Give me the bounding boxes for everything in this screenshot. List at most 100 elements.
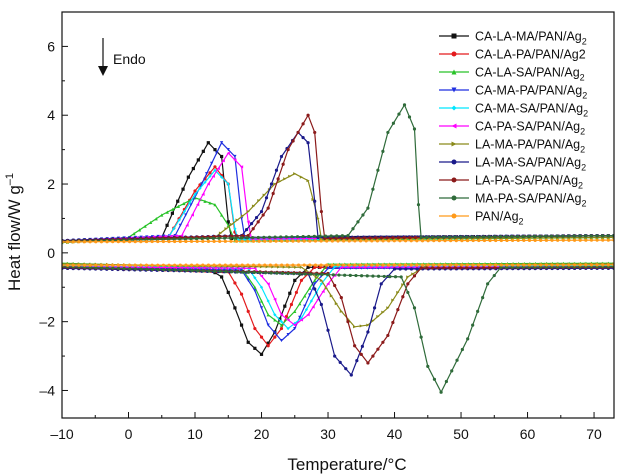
data-point <box>258 271 262 275</box>
data-point <box>208 201 212 205</box>
data-point <box>279 323 284 327</box>
data-point <box>224 266 229 270</box>
data-point <box>385 265 389 269</box>
data-point <box>261 213 265 217</box>
data-point <box>139 263 143 267</box>
data-point <box>246 270 251 274</box>
data-point <box>298 301 302 306</box>
data-point <box>184 213 188 217</box>
data-point <box>453 235 457 239</box>
data-point <box>556 238 560 242</box>
data-point <box>392 239 396 243</box>
data-point <box>116 263 120 267</box>
data-point <box>499 263 503 267</box>
data-point <box>280 263 284 267</box>
data-point <box>177 218 181 222</box>
data-point <box>223 263 227 267</box>
data-point <box>437 263 441 267</box>
data-point <box>398 263 402 267</box>
data-point <box>246 239 250 243</box>
data-point <box>178 223 182 227</box>
data-point <box>406 275 410 279</box>
data-point <box>239 165 244 169</box>
data-point <box>251 263 256 267</box>
data-point <box>99 266 104 270</box>
legend-item: CA-LA-PA/PAN/Ag2 <box>439 48 586 62</box>
data-point <box>449 263 453 267</box>
data-point <box>94 266 98 270</box>
data-point <box>584 238 588 242</box>
data-point <box>66 240 70 244</box>
data-point <box>385 236 389 240</box>
data-point <box>357 236 361 240</box>
data-point <box>273 182 277 186</box>
data-point <box>464 235 469 239</box>
data-point <box>601 263 605 267</box>
legend-swatch-marker <box>451 123 457 129</box>
data-point <box>254 265 258 269</box>
data-point <box>94 263 98 267</box>
data-point <box>374 236 378 240</box>
data-point <box>333 283 337 288</box>
legend-item: PAN/Ag2 <box>439 210 524 227</box>
data-point <box>133 240 137 244</box>
data-point <box>296 239 301 243</box>
data-point <box>167 268 172 272</box>
legend-label-subscript: 2 <box>582 37 587 47</box>
data-point <box>498 235 503 239</box>
data-point <box>293 172 297 176</box>
legend-label-subscript: 2 <box>580 127 585 137</box>
data-point <box>105 240 109 244</box>
data-point <box>494 238 498 243</box>
data-point <box>516 263 520 267</box>
data-point <box>176 199 180 203</box>
data-point <box>368 236 372 240</box>
data-point <box>486 264 491 268</box>
data-point <box>453 266 457 270</box>
data-point <box>262 235 266 239</box>
data-point <box>288 291 292 295</box>
data-point <box>266 206 270 210</box>
data-point <box>133 263 137 267</box>
data-point <box>283 304 287 308</box>
data-point <box>487 266 491 270</box>
data-point <box>442 266 446 270</box>
data-point <box>208 171 212 175</box>
data-point <box>290 235 294 239</box>
data-point <box>370 239 374 243</box>
data-point <box>454 263 458 267</box>
legend-label-subscript: 2 <box>580 145 585 155</box>
data-point <box>252 270 256 275</box>
data-point <box>88 265 92 270</box>
data-point <box>447 266 452 270</box>
data-point <box>403 239 408 243</box>
data-point <box>477 238 481 243</box>
data-point <box>220 275 224 279</box>
data-point <box>539 263 543 267</box>
data-point <box>220 213 224 217</box>
data-point <box>309 299 313 303</box>
data-point <box>246 209 250 214</box>
data-point <box>561 263 565 267</box>
data-point <box>273 313 277 317</box>
data-point <box>251 204 256 208</box>
data-point <box>244 228 249 232</box>
data-point <box>279 313 284 317</box>
data-point <box>339 295 343 300</box>
data-point <box>203 180 207 184</box>
data-point <box>257 263 261 267</box>
legend-label-subscript: 2 <box>519 217 524 227</box>
data-point <box>345 236 349 240</box>
data-point <box>406 282 410 286</box>
data-point <box>481 295 485 300</box>
data-point <box>190 213 194 217</box>
data-point <box>215 151 219 155</box>
data-point <box>550 238 554 242</box>
endo-label: Endo <box>113 51 146 67</box>
data-point <box>196 203 200 207</box>
data-point <box>355 359 359 363</box>
data-point <box>561 238 565 242</box>
data-point <box>279 326 284 331</box>
data-point <box>326 328 330 332</box>
data-point <box>396 308 400 312</box>
